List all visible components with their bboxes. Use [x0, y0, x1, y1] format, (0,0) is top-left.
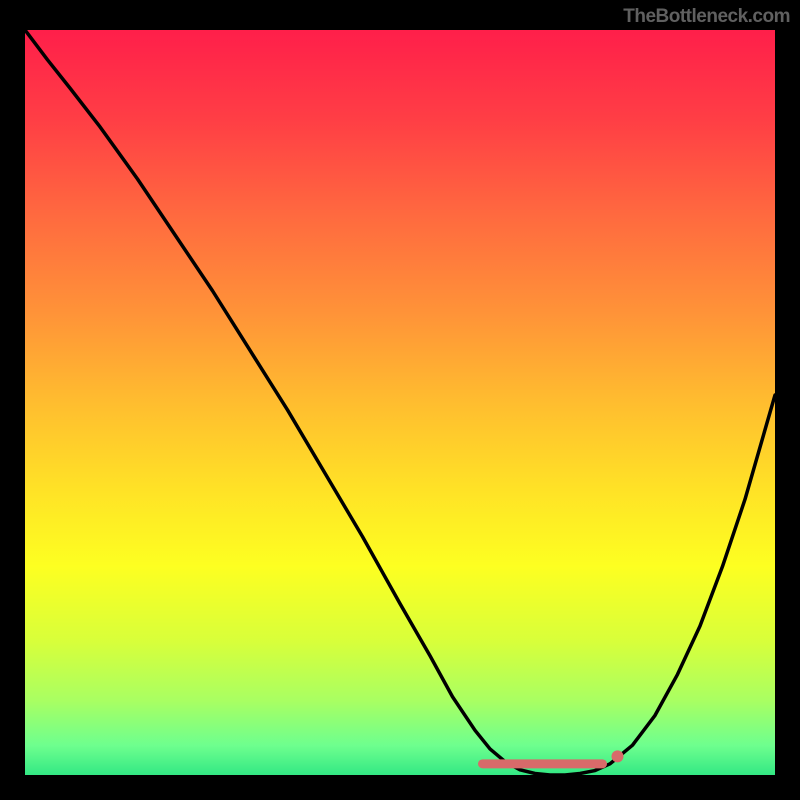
watermark-text: TheBottleneck.com	[623, 6, 790, 28]
bottleneck-curve	[25, 30, 775, 775]
plot-area	[25, 30, 775, 775]
optimal-range-endpoint	[612, 750, 624, 762]
curve-layer	[25, 30, 775, 775]
chart-container: TheBottleneck.com	[0, 0, 800, 800]
